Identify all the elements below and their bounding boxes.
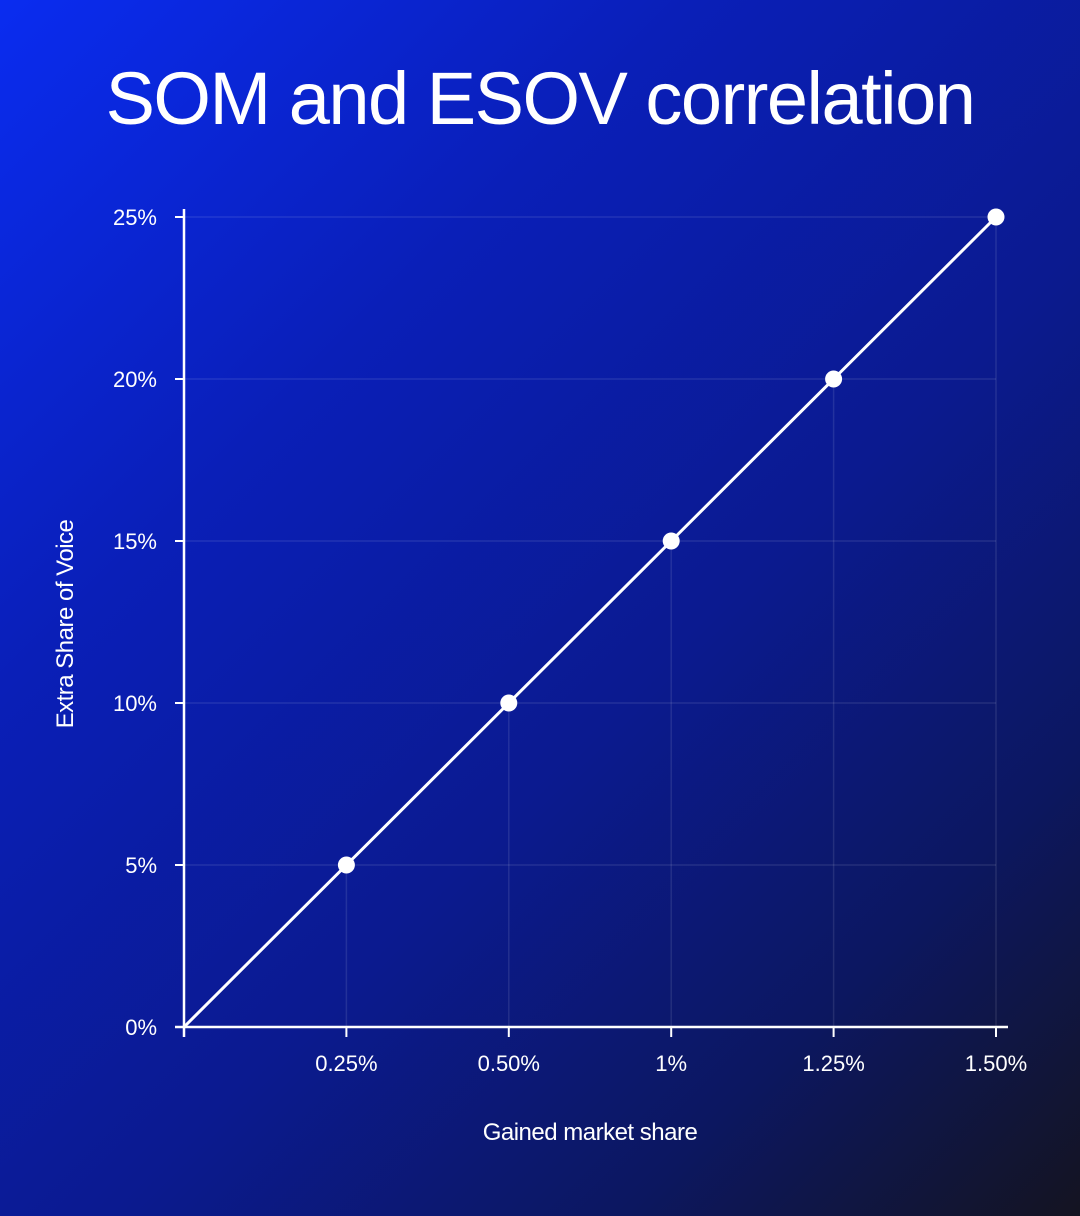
gridlines bbox=[184, 216, 997, 1027]
y-tick-label: 25% bbox=[113, 205, 157, 230]
x-axis-title: Gained market share bbox=[483, 1119, 698, 1146]
axes bbox=[175, 209, 1008, 1037]
data-point bbox=[500, 694, 518, 712]
x-tick-label: 0.50% bbox=[478, 1051, 540, 1076]
data-point bbox=[825, 370, 843, 388]
data-point bbox=[662, 532, 680, 550]
data-point bbox=[987, 208, 1005, 226]
x-tick-label: 1.50% bbox=[965, 1051, 1027, 1076]
data-point bbox=[337, 856, 355, 874]
y-axis-title: Extra Share of Voice bbox=[52, 519, 79, 728]
y-axis-ticks: 0% 5% 10% 15% 20% 25% bbox=[113, 205, 184, 1040]
x-tick-label: 1% bbox=[655, 1051, 687, 1076]
chart-title: SOM and ESOV correlation bbox=[105, 57, 976, 140]
y-tick-label: 10% bbox=[113, 691, 157, 716]
y-tick-label: 0% bbox=[125, 1015, 157, 1040]
x-tick-label: 1.25% bbox=[802, 1051, 864, 1076]
y-tick-label: 20% bbox=[113, 367, 157, 392]
x-axis-ticks: 0.25% 0.50% 1% 1.25% 1.50% bbox=[315, 1027, 1027, 1076]
x-tick-label: 0.25% bbox=[315, 1051, 377, 1076]
series-line bbox=[182, 215, 998, 1029]
series-group bbox=[182, 208, 1005, 1029]
y-tick-label: 15% bbox=[113, 529, 157, 554]
y-tick-label: 5% bbox=[125, 853, 157, 878]
